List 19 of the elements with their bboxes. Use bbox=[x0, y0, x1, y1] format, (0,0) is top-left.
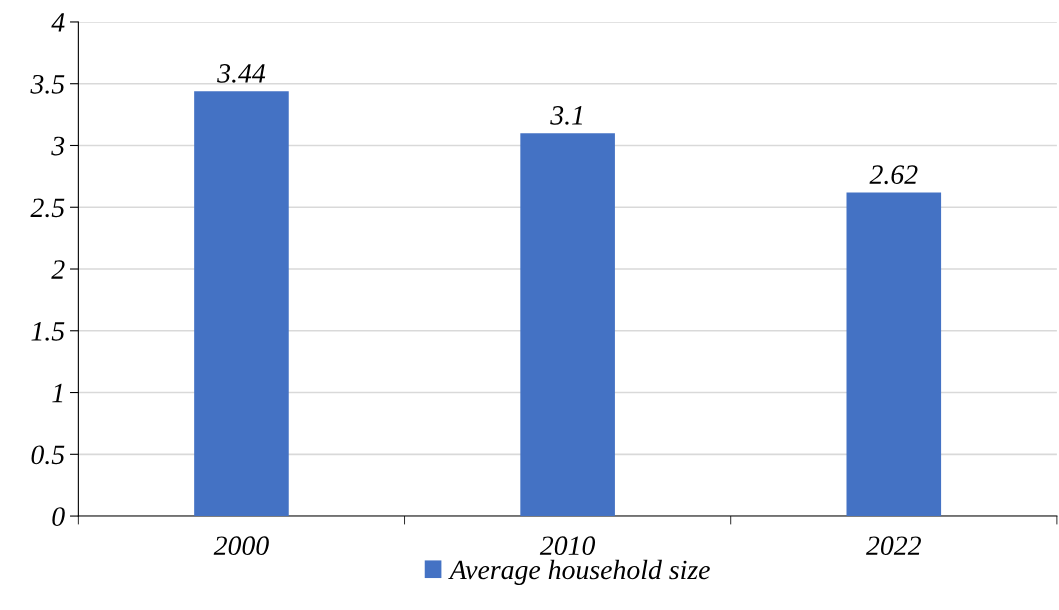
y-tick-label: 1 bbox=[52, 383, 63, 403]
x-tick-label: 2010 bbox=[539, 536, 596, 556]
y-tick-label: 0 bbox=[52, 507, 65, 526]
legend-label: Average household size bbox=[448, 559, 710, 585]
bar bbox=[194, 91, 289, 517]
data-label: 3.44 bbox=[217, 64, 266, 83]
data-label: 3.1 bbox=[550, 106, 582, 125]
x-tick-label: 2022 bbox=[866, 536, 921, 556]
data-label: 2.62 bbox=[869, 165, 918, 185]
bar bbox=[846, 192, 942, 517]
y-tick-label: 3.5 bbox=[30, 74, 65, 94]
x-tick-label: 2000 bbox=[213, 536, 269, 556]
y-tick-label: 0.5 bbox=[31, 445, 65, 465]
y-tick-label: 2.5 bbox=[30, 198, 65, 218]
y-tick-label: 2 bbox=[51, 260, 65, 279]
bar bbox=[520, 133, 615, 517]
y-tick-label: 1.5 bbox=[31, 322, 65, 341]
y-tick-label: 3 bbox=[51, 136, 65, 156]
y-tick-label: 4 bbox=[51, 13, 65, 32]
